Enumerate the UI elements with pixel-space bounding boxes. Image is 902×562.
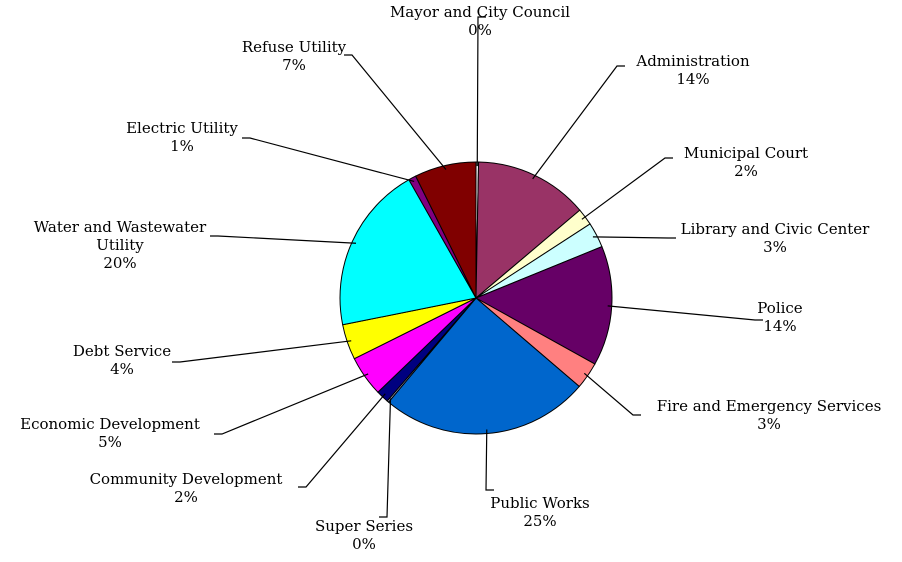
slice-percent-refuse-utility: 7% [282,56,306,74]
slice-label-economic-development: Economic Development 5% [20,415,200,451]
slice-name-water-and-wastewater-utility: Utility [96,236,144,254]
slice-percent-electric-utility: 1% [170,137,194,155]
leader-line-municipal-court [581,157,673,220]
slice-percent-water-and-wastewater-utility: 20% [103,254,136,272]
slice-name-water-and-wastewater-utility: Water and Wastewater [34,218,207,236]
slice-label-debt-service: Debt Service 4% [73,342,171,378]
slice-label-public-works: Public Works 25% [490,494,590,530]
slice-name-administration: Administration [635,52,750,70]
slice-name-police: Police [757,299,803,317]
slice-label-library-and-civic-center: Library and Civic Center 3% [681,220,870,256]
slice-label-water-and-wastewater-utility: Water and Wastewater Utility 20% [34,218,207,272]
leader-line-refuse-utility [344,54,447,170]
slice-percent-administration: 14% [676,70,709,88]
slice-name-library-and-civic-center: Library and Civic Center [681,220,870,238]
slice-label-super-series: Super Series 0% [315,517,413,553]
slice-percent-library-and-civic-center: 3% [763,238,787,256]
slice-name-super-series: Super Series [315,517,413,535]
slice-percent-mayor-and-city-council: 0% [468,21,492,39]
slice-label-municipal-court: Municipal Court 2% [684,144,808,180]
slice-name-public-works: Public Works [490,494,590,512]
leader-line-super-series [379,398,392,518]
slice-name-economic-development: Economic Development [20,415,200,433]
slice-name-municipal-court: Municipal Court [684,144,808,162]
pie-slice-refuse-utility [415,161,477,299]
slice-label-police: Police 14% [757,299,803,335]
leader-line-police [607,305,763,321]
slice-label-electric-utility: Electric Utility 1% [126,119,238,155]
leader-line-economic-development [214,373,369,435]
slice-name-debt-service: Debt Service [73,342,171,360]
slice-percent-community-development: 2% [174,488,198,506]
pie-slice-administration [475,161,581,300]
slice-percent-fire-and-emergency-services: 3% [757,415,781,433]
leader-line-library-and-civic-center [592,236,676,239]
leader-line-debt-service [172,340,352,363]
slice-label-fire-and-emergency-services: Fire and Emergency Services 3% [657,397,882,433]
slice-label-refuse-utility: Refuse Utility 7% [242,38,347,74]
slice-name-community-development: Community Development [90,470,283,488]
leader-line-mayor-and-city-council [476,16,486,167]
leader-line-community-development [298,393,386,488]
slice-name-refuse-utility: Refuse Utility [242,38,347,56]
slice-percent-public-works: 25% [523,512,556,530]
leader-lines [172,16,763,518]
slice-percent-debt-service: 4% [110,360,134,378]
slice-percent-economic-development: 5% [98,433,122,451]
slice-percent-municipal-court: 2% [734,162,758,180]
pie-slices [339,161,613,435]
slice-name-electric-utility: Electric Utility [126,119,238,137]
slice-label-administration: Administration 14% [635,52,750,88]
leader-line-water-and-wastewater-utility [210,235,357,244]
slice-name-mayor-and-city-council: Mayor and City Council [390,3,570,21]
leader-line-public-works [485,429,494,491]
slice-percent-police: 14% [763,317,796,335]
slice-name-fire-and-emergency-services: Fire and Emergency Services [657,397,882,415]
slice-labels: Mayor and City Council 0%Administration 14… [20,3,881,553]
slice-label-community-development: Community Development 2% [90,470,283,506]
slice-label-mayor-and-city-council: Mayor and City Council 0% [390,3,570,39]
pie-slice-water-and-wastewater-utility [339,179,477,326]
leader-line-fire-and-emergency-services [583,372,641,416]
leader-line-electric-utility [242,137,415,183]
slice-percent-super-series: 0% [352,535,376,553]
leader-line-administration [532,65,625,180]
